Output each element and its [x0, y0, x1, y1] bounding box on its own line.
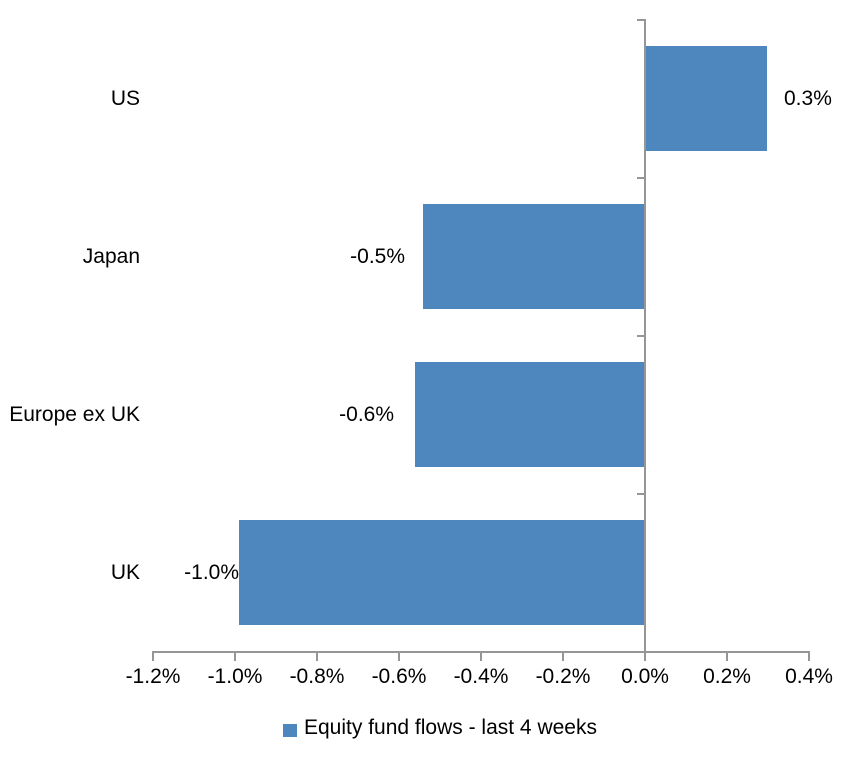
- x-tick-label: -0.8%: [289, 665, 345, 688]
- bar-value-label: -1.0%: [184, 560, 239, 584]
- x-tick: [644, 653, 646, 661]
- bar-value-label: -0.5%: [350, 244, 405, 268]
- x-tick-label: 0.4%: [785, 665, 833, 688]
- x-tick-label: 0.0%: [621, 665, 669, 688]
- legend-swatch: [283, 724, 297, 737]
- x-tick-label: -0.6%: [371, 665, 427, 688]
- bar-value-label: 0.3%: [784, 86, 832, 110]
- x-tick: [316, 653, 318, 661]
- bar: [239, 520, 645, 625]
- x-tick: [480, 653, 482, 661]
- x-tick: [808, 653, 810, 661]
- legend-label: Equity fund flows - last 4 weeks: [304, 716, 597, 739]
- x-tick: [726, 653, 728, 661]
- x-tick-label: -1.0%: [207, 665, 263, 688]
- bar: [415, 362, 645, 467]
- category-label: Japan: [82, 244, 140, 268]
- x-tick-label: -0.2%: [535, 665, 591, 688]
- x-tick-label: -1.2%: [125, 665, 181, 688]
- category-label: UK: [110, 560, 140, 584]
- x-tick-label: 0.2%: [703, 665, 751, 688]
- category-label: US: [110, 86, 140, 110]
- category-boundary-tick: [637, 19, 644, 21]
- category-boundary-tick: [637, 177, 644, 179]
- x-tick: [562, 653, 564, 661]
- x-tick: [398, 653, 400, 661]
- category-boundary-tick: [637, 493, 644, 495]
- x-tick: [234, 653, 236, 661]
- x-tick: [152, 653, 154, 661]
- bar: [423, 204, 645, 309]
- bar: [646, 46, 767, 151]
- x-axis-line: [152, 651, 810, 653]
- category-boundary-tick: [637, 335, 644, 337]
- category-label: Europe ex UK: [9, 402, 140, 426]
- x-tick-label: -0.4%: [453, 665, 509, 688]
- y-axis-line: [644, 19, 646, 661]
- bar-value-label: -0.6%: [339, 402, 394, 426]
